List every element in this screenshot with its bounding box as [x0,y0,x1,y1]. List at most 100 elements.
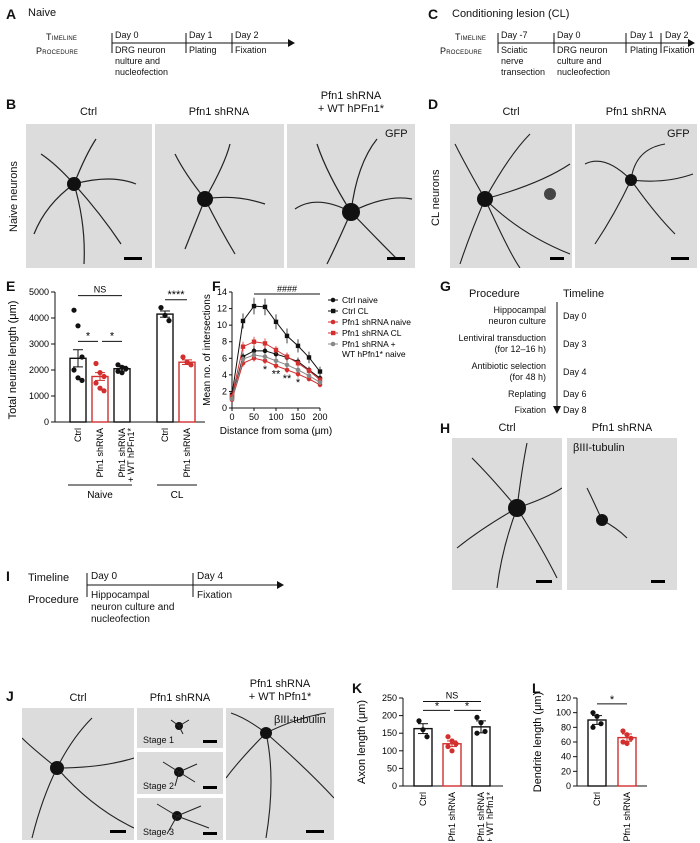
sig-label-star: * [86,330,91,342]
data-point [262,341,268,346]
panel-c-timeline-arrow [497,33,695,53]
legend-label: Pfn1 shRNA CL [342,328,402,338]
x-tick-label: 0 [229,412,234,422]
legend-label: Pfn1 shRNA naive [342,317,411,327]
data-point [79,354,85,360]
panel-c-proc-2: Plating [630,45,658,55]
data-point [273,319,279,325]
micrograph-j-ctrl [22,708,134,840]
data-point [240,318,246,324]
panel-c-day-2: Day 1 [630,30,654,40]
x-tick-label: Pfn1 shRNA [622,792,632,841]
legend-label: Pfn1 shRNA + WT hPfn1* naive [342,339,406,359]
scale-bar [651,580,665,583]
scale-bar [671,257,689,260]
panel-a-day-0: Day 0 [115,30,139,40]
data-point [97,385,103,391]
data-point [306,355,312,360]
panel-c-proc-1: DRG neuron culture and nucleofection [557,45,611,77]
x-tick-label: Pfn1 shRNA [182,428,192,478]
x-tick-label: Ctrl [418,792,428,806]
panel-f-letter: F [212,278,221,294]
data-point [624,732,630,738]
y-tick-label: 60 [561,737,571,747]
bar [113,367,131,423]
bar [587,719,607,787]
y-tick-label: 50 [387,763,397,773]
y-tick-label: 3000 [29,339,49,349]
chart-e: 0 1000 2000 3000 4000 5000 Ctrl Pfn1 shRNA Pfn1 … [7,285,205,500]
legend-marker [330,297,336,303]
scale-bar [306,830,324,833]
y-tick-label: 250 [382,693,397,703]
scale-bar [550,257,564,260]
data-point [251,352,257,358]
stain-label-gfp-b: GFP [385,128,408,140]
panel-c-title: Conditioning lesion (CL) [452,8,570,20]
panel-g-step-4-timeline: Day 8 [563,405,587,415]
panel-c-proc-3: Fixation [663,45,695,55]
data-point [119,364,125,370]
y-tick-label: 6 [222,353,227,363]
data-point [229,394,235,399]
panel-c-day-0: Day -7 [501,30,528,40]
x-tick-label: Pfn1 shRNA+ WT hPFn1* [117,428,136,483]
data-point [79,377,85,383]
x-tick-label: 100 [268,412,283,422]
data-point [251,339,257,344]
y-tick-label: 120 [556,693,571,703]
stain-label-tubulin-j: βIII-tubulin [274,714,326,726]
panel-g-letter: G [440,278,451,294]
y-tick-label: 2 [222,386,227,396]
x-tick-label: Pfn1 shRNA [95,428,105,478]
panel-g-step-1-timeline: Day 3 [563,339,587,349]
y-tick-label: 200 [382,711,397,721]
data-point [162,312,168,318]
x-tick-label: 50 [249,412,259,422]
data-point [115,368,121,374]
data-point [240,356,246,362]
data-point [482,728,488,735]
data-point [273,351,279,357]
data-point [101,373,107,380]
panel-i-proc-0: Hippocampal neuron culture and nucleofec… [91,590,175,625]
data-point [306,368,312,373]
bar [178,361,196,423]
data-point [620,728,626,734]
legend-label: Ctrl CL [342,306,369,316]
sig-label-star: ** [272,369,281,381]
y-tick-label: 2000 [29,365,49,375]
panel-g-step-4-procedure: Fixation [514,405,546,415]
data-point [119,370,125,376]
x-tick-label: 200 [312,412,327,422]
bar [471,726,491,787]
scale-bar [536,580,552,583]
panel-h-letter: H [440,420,451,436]
data-point [251,303,257,309]
stain-label-gfp-d: GFP [667,128,690,140]
data-point [420,727,426,733]
data-point [115,362,121,368]
panel-b-col-rescue: Pfn1 shRNA + WT hPFn1* [317,90,385,115]
scale-bar [124,257,142,260]
micrograph-j-stage1: Stage 1 [137,708,223,748]
panel-l-letter: L [532,680,541,696]
data-point [101,388,107,394]
chart-l-ylabel: Dendrite length (μm) [532,692,544,793]
stain-label-tubulin-h: βIII-tubulin [573,442,625,454]
panel-c-procedure-label: Procedure [440,46,483,56]
y-tick-label: 14 [217,287,227,297]
bar [156,313,174,423]
y-tick-label: 5000 [29,287,49,297]
x-tick-label: Ctrl [592,792,602,806]
micrograph-j-stage3: Stage 3 [137,798,223,840]
panel-g-step-0-procedure: Hippocampal neuron culture [488,305,546,326]
panel-g-step-2-timeline: Day 4 [563,367,587,377]
panel-d-col-ctrl: Ctrl [502,106,520,118]
panel-d-letter: D [428,96,439,112]
panel-b-row-label: Naive neurons [8,161,20,232]
data-point [284,333,290,339]
chart-k-ylabel: Axon length (μm) [356,700,368,784]
panel-a-procedure-label: Procedure [36,46,79,56]
panel-i-timeline-arrow [86,573,284,597]
